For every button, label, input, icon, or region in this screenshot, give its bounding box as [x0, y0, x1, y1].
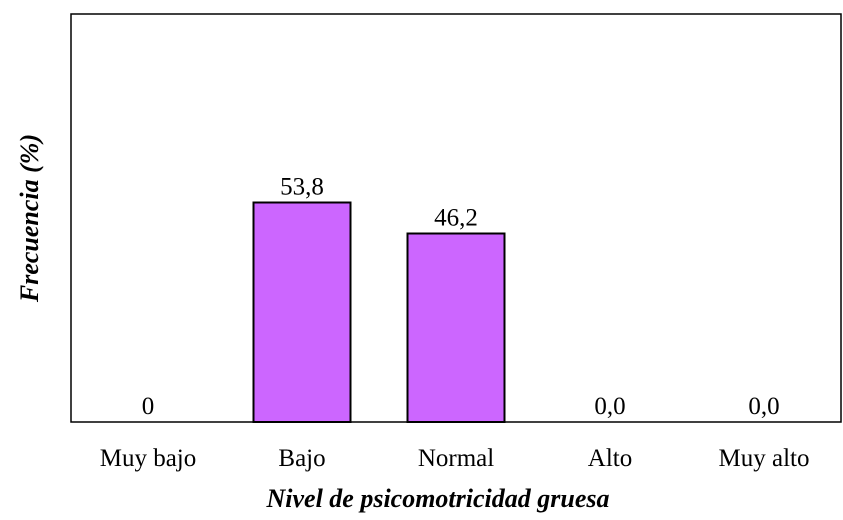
x-axis-title: Nivel de psicomotricidad gruesa	[265, 484, 609, 513]
x-tick-label-4: Muy alto	[719, 445, 810, 472]
data-label-1: 53,8	[280, 174, 324, 201]
x-tick-labels-group: Muy bajo Bajo Normal Alto Muy alto	[100, 445, 810, 472]
x-tick-label-3: Alto	[588, 445, 632, 472]
x-tick-label-0: Muy bajo	[100, 445, 197, 472]
bar-2	[406, 232, 506, 423]
x-tick-label-2: Normal	[418, 445, 494, 472]
data-label-3: 0,0	[594, 393, 625, 420]
x-tick-label-1: Bajo	[278, 445, 325, 472]
data-label-2: 46,2	[434, 205, 478, 232]
y-axis-title: Frecuencia (%)	[15, 134, 44, 303]
data-label-4: 0,0	[748, 393, 779, 420]
bar-1	[252, 201, 352, 423]
data-labels-group: 0 53,8 46,2 0,0 0,0	[142, 174, 780, 421]
bars-group	[252, 201, 506, 423]
data-label-0: 0	[142, 393, 155, 420]
